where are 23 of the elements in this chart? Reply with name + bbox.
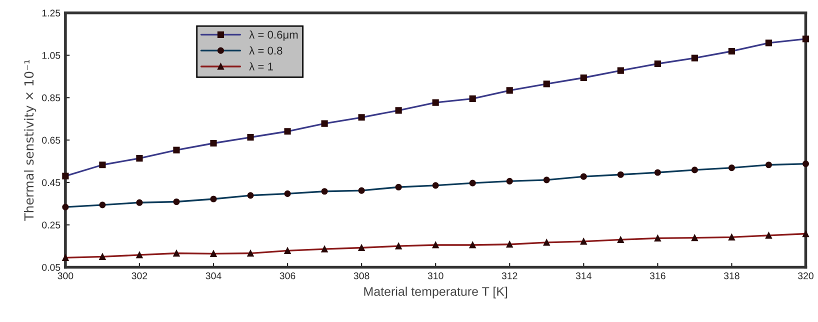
legend-label: λ = 0.8 [249, 46, 282, 55]
x-axis-title: Material temperature T [K] [364, 286, 508, 298]
x-tick-label: 316 [650, 272, 666, 280]
y-tick-label: 1.05 [42, 52, 60, 59]
legend-label: λ = 0.6μm [249, 30, 298, 41]
y-tick-label: 0.85 [42, 94, 60, 102]
y-axis-title: Thermal senstivity × 10⁻¹ [24, 60, 36, 221]
x-tick-label: 318 [724, 272, 740, 280]
legend-label: λ = 1 [249, 62, 273, 70]
x-tick-label: 306 [280, 272, 296, 280]
y-tick-label: 0.05 [42, 264, 60, 271]
y-tick-label: 0.45 [42, 179, 60, 186]
y-tick-label: 0.65 [42, 136, 60, 144]
y-tick-label: 0.25 [42, 222, 60, 228]
y-tick-label: 1.25 [42, 10, 60, 16]
x-tick-label: 300 [58, 272, 74, 280]
x-tick-label: 310 [428, 272, 444, 280]
x-tick-label: 320 [798, 272, 814, 280]
x-tick-label: 312 [502, 272, 518, 280]
x-tick-label: 314 [576, 272, 592, 280]
x-tick-label: 302 [132, 272, 148, 280]
x-tick-label: 308 [354, 272, 370, 280]
x-tick-label: 304 [206, 272, 222, 280]
